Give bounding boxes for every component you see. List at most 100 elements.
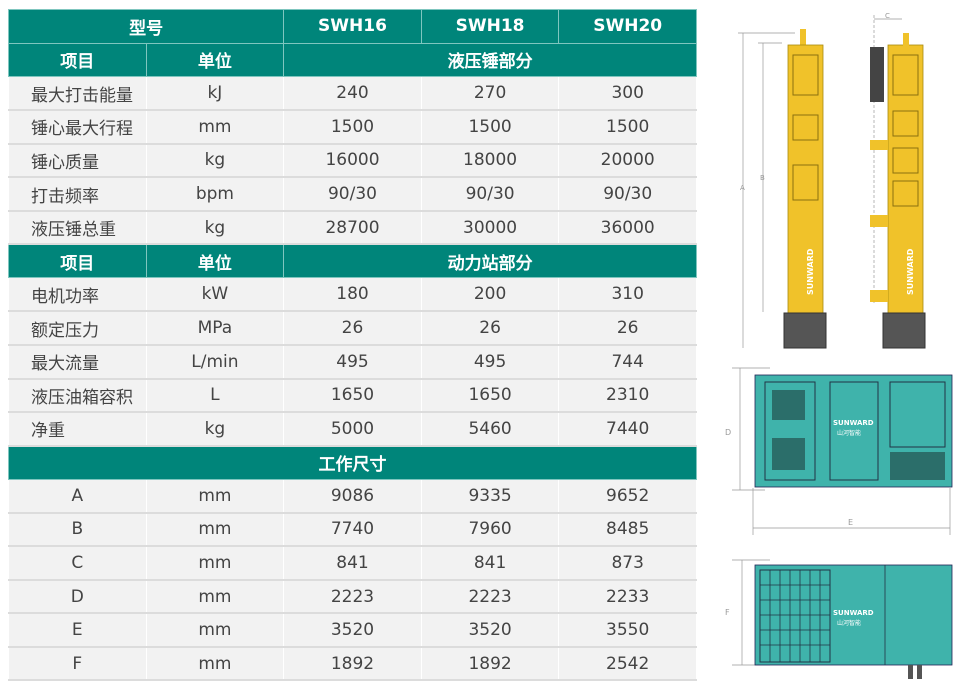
section-header: 工作尺寸 [8, 445, 697, 480]
param-unit: kg [145, 143, 285, 179]
section-title: 工作尺寸 [8, 445, 697, 480]
param-value: 90/30 [558, 176, 697, 212]
param-value: 495 [420, 344, 560, 380]
item-header: 项目 [8, 42, 147, 78]
param-unit: L/min [145, 344, 285, 380]
param-value: 1892 [420, 646, 560, 682]
param-value: 2233 [558, 579, 697, 615]
param-value: 16000 [283, 143, 422, 179]
header-row: 型号 SWH16 SWH18 SWH20 [7, 9, 697, 44]
param-value: 841 [283, 545, 422, 581]
param-value: 2223 [283, 579, 422, 615]
param-name: 最大流量 [8, 344, 147, 380]
param-value: 1650 [420, 378, 560, 414]
param-value: 20000 [558, 143, 697, 179]
param-name: 锤心最大行程 [8, 109, 147, 145]
param-value: 2310 [558, 378, 697, 414]
param-value: 1500 [283, 109, 422, 145]
param-name: C [8, 545, 147, 581]
param-unit: kg [145, 210, 285, 246]
param-value: 3520 [283, 612, 422, 648]
table-row: 锤心质量 kg 16000 18000 20000 [8, 143, 697, 179]
table-row: 液压油箱容积 L 1650 1650 2310 [8, 378, 697, 414]
param-name: 净重 [8, 411, 147, 447]
section-header: 项目 单位 液压锤部分 [8, 42, 697, 78]
param-value: 7740 [283, 512, 422, 548]
param-value: 2223 [420, 579, 560, 615]
param-name: 液压锤总重 [8, 210, 147, 246]
station-logo: SUNWARD [833, 419, 874, 427]
dim-f-label: F [725, 608, 730, 617]
param-value: 841 [420, 545, 560, 581]
hammer-logo: SUNWARD [806, 248, 815, 295]
param-value: 5460 [420, 411, 560, 447]
param-value: 3520 [420, 612, 560, 648]
param-name: 额定压力 [8, 310, 147, 346]
param-unit: mm [145, 579, 285, 615]
table-row: 液压锤总重 kg 28700 30000 36000 [8, 210, 697, 246]
section-title: 液压锤部分 [283, 42, 697, 78]
dim-d-label: D [725, 428, 731, 437]
unit-header: 单位 [145, 243, 285, 279]
param-value: 180 [283, 277, 422, 313]
station-logo-cn: 山河智能 [837, 429, 861, 437]
param-unit: mm [145, 612, 285, 648]
param-unit: mm [145, 512, 285, 548]
dim-a-label: A [740, 184, 745, 192]
param-name: 最大打击能量 [8, 76, 147, 112]
param-unit: kg [145, 411, 285, 447]
param-value: 873 [558, 545, 697, 581]
station-top-logo: SUNWARD [833, 609, 874, 617]
param-value: 5000 [283, 411, 422, 447]
param-value: 90/30 [283, 176, 422, 212]
param-value: 18000 [420, 143, 560, 179]
table-row: 净重 kg 5000 5460 7440 [8, 411, 697, 447]
param-unit: L [145, 378, 285, 414]
param-unit: mm [145, 109, 285, 145]
param-value: 1892 [283, 646, 422, 682]
station-top-logo-cn: 山河智能 [837, 619, 861, 627]
param-value: 8485 [558, 512, 697, 548]
param-value: 3550 [558, 612, 697, 648]
param-value: 744 [558, 344, 697, 380]
param-value: 30000 [420, 210, 560, 246]
param-value: 1650 [283, 378, 422, 414]
hammer-drawing: A B C SUNWARD SUNWARD [738, 12, 926, 349]
param-name: 锤心质量 [8, 143, 147, 179]
param-value: 90/30 [420, 176, 560, 212]
power-station-drawing: D E F SUNWARD 山河智能 SUNWARD 山河智能 [725, 367, 953, 679]
unit-header: 单位 [145, 42, 285, 78]
table-row: 电机功率 kW 180 200 310 [8, 277, 697, 313]
param-unit: mm [145, 478, 285, 514]
param-value: 26 [420, 310, 560, 346]
param-value: 310 [558, 277, 697, 313]
param-value: 1500 [558, 109, 697, 145]
param-unit: mm [145, 545, 285, 581]
param-unit: kJ [145, 76, 285, 112]
param-value: 28700 [283, 210, 422, 246]
param-value: 495 [283, 344, 422, 380]
param-name: 液压油箱容积 [8, 378, 147, 414]
model-name: SWH18 [420, 9, 560, 44]
dim-e-label: E [848, 518, 853, 527]
param-unit: bpm [145, 176, 285, 212]
param-name: D [8, 579, 147, 615]
param-value: 36000 [558, 210, 697, 246]
param-name: F [8, 646, 147, 682]
table-row: 最大流量 L/min 495 495 744 [8, 344, 697, 380]
param-value: 26 [558, 310, 697, 346]
param-value: 9086 [283, 478, 422, 514]
param-name: B [8, 512, 147, 548]
hammer-logo-side: SUNWARD [906, 248, 915, 295]
param-value: 7960 [420, 512, 560, 548]
param-name: 打击频率 [8, 176, 147, 212]
section-title: 动力站部分 [283, 243, 697, 279]
param-value: 240 [283, 76, 422, 112]
section-header: 项目 单位 动力站部分 [8, 243, 697, 279]
table-row: 打击频率 bpm 90/30 90/30 90/30 [8, 176, 697, 212]
param-value: 270 [420, 76, 560, 112]
table-row: 额定压力 MPa 26 26 26 [8, 310, 697, 346]
